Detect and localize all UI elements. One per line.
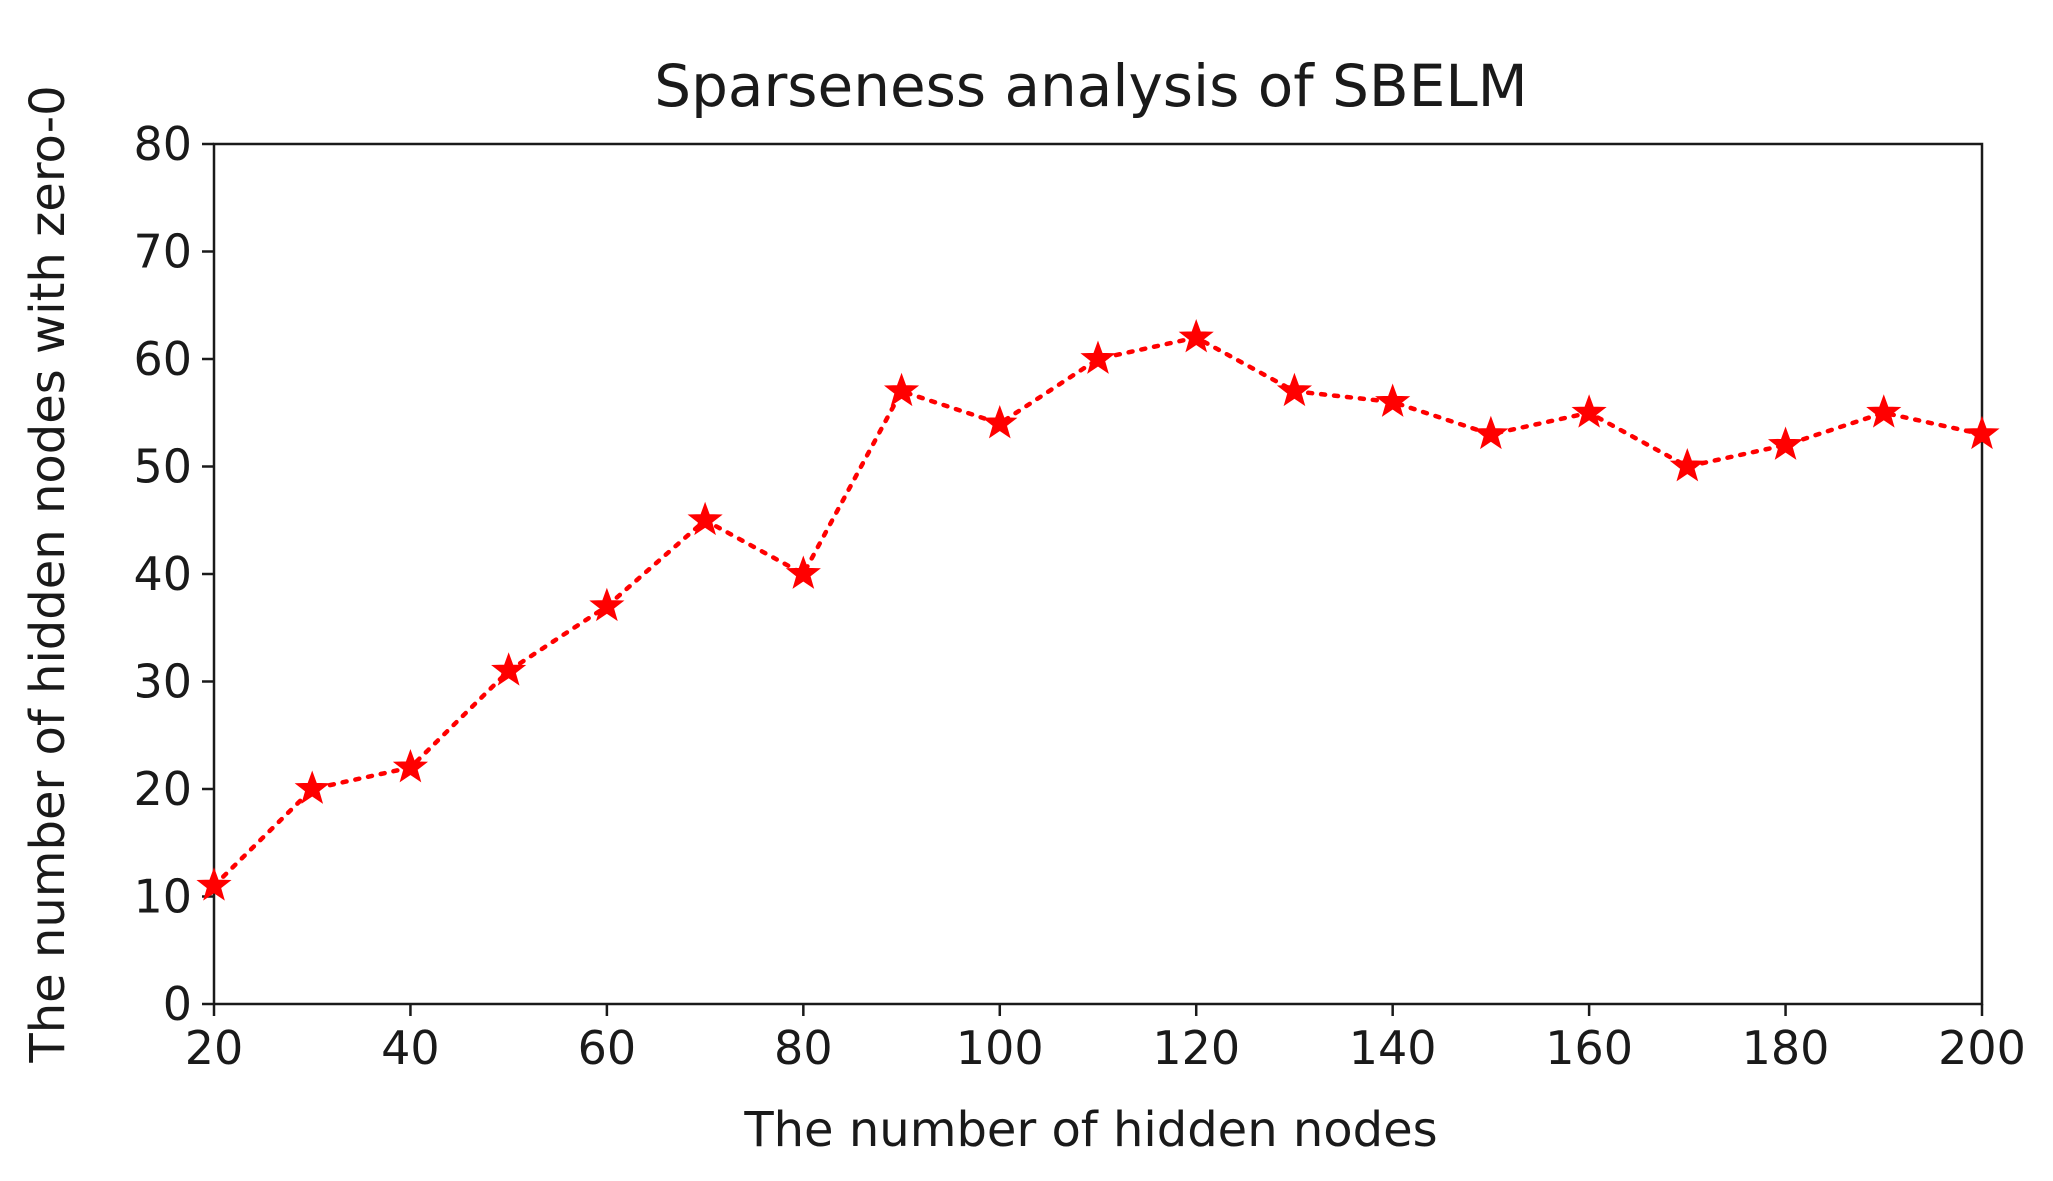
data-point <box>1964 415 2000 450</box>
y-tick-label: 20 <box>133 762 192 816</box>
plot-area: 20 40 60 80 100 120 140 160 180 200 0 10 20 30 40 50 60 7… <box>133 117 2025 1075</box>
data-point <box>1767 426 1804 460</box>
x-tick-label: 60 <box>578 1021 637 1075</box>
data-point <box>196 867 232 901</box>
series-line <box>211 335 1985 888</box>
x-axis-title: The number of hidden nodes <box>743 1102 1437 1158</box>
x-tick-label: 40 <box>381 1021 440 1075</box>
plot-frame <box>212 142 1984 1006</box>
y-tick-label: 30 <box>133 655 192 709</box>
data-point <box>1571 394 1607 428</box>
y-tick-label: 0 <box>163 977 192 1031</box>
data-point <box>491 652 527 686</box>
data-point <box>1866 394 1902 428</box>
x-tick-label: 140 <box>1349 1021 1437 1075</box>
x-tick-label: 20 <box>185 1021 244 1075</box>
data-point <box>1276 372 1313 407</box>
y-tick-label: 80 <box>133 117 192 171</box>
y-tick-label: 50 <box>133 440 192 494</box>
y-axis-title: The number of hidden nodes with zero-0 <box>20 85 76 1063</box>
data-point <box>1669 448 1705 482</box>
data-point <box>1473 415 1509 450</box>
data-point <box>687 501 723 536</box>
x-tick-label: 120 <box>1152 1021 1240 1075</box>
y-tick-label: 70 <box>133 225 192 279</box>
x-tick-label: 80 <box>774 1021 833 1075</box>
data-point <box>883 372 920 407</box>
chart-title: Sparseness analysis of SBELM <box>654 52 1527 120</box>
data-point <box>982 405 1018 439</box>
x-tick-label: 160 <box>1545 1021 1633 1075</box>
data-point <box>392 749 429 783</box>
data-point <box>1080 340 1116 374</box>
x-tick-label: 100 <box>956 1021 1044 1075</box>
x-tick-label: 180 <box>1742 1021 1830 1075</box>
y-tick-label: 10 <box>133 870 192 924</box>
data-point <box>1178 319 1214 353</box>
y-tick-label: 60 <box>133 332 192 386</box>
x-tick-label: 200 <box>1938 1021 2026 1075</box>
data-point <box>1375 383 1411 417</box>
data-point <box>294 770 330 804</box>
y-tick-label: 40 <box>133 547 192 601</box>
data-point <box>785 555 821 589</box>
data-point <box>589 587 625 622</box>
